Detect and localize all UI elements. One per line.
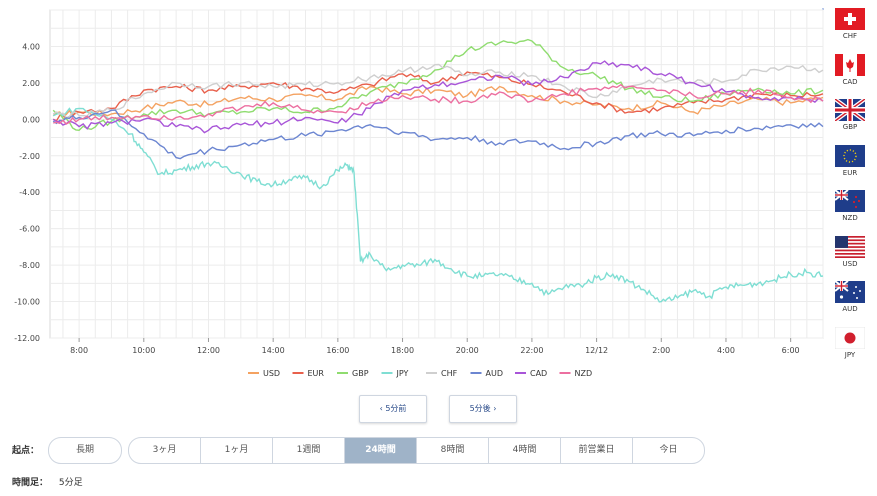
series-lines: [52, 38, 824, 303]
legend-label-chf: CHF: [441, 369, 458, 378]
range-option[interactable]: 4時間: [488, 438, 560, 463]
flag-label: NZD: [842, 214, 858, 222]
y-tick-label: 0.00: [22, 115, 40, 124]
flag-item-jpy[interactable]: JPY: [826, 326, 874, 359]
range-selector: 3ヶ月 1ヶ月 1週間 24時間 8時間 4時間 前営業日 今日: [128, 437, 705, 464]
x-tick-label: 12:00: [197, 346, 220, 355]
eu-flag-icon: [835, 144, 865, 167]
x-tick-label: 8:00: [70, 346, 88, 355]
series-line-jpy: [52, 107, 824, 303]
y-tick-label: -2.00: [19, 152, 40, 161]
legend-label-cad: CAD: [530, 369, 547, 378]
australia-flag-icon: [835, 281, 865, 303]
series-line-cad: [52, 60, 824, 134]
x-tick-label: 10:00: [132, 346, 155, 355]
series-line-aud: [52, 109, 824, 160]
interval-row: 時間足： 5分足: [12, 475, 83, 488]
interval-label: 時間足：: [12, 478, 49, 488]
y-tick-label: -4.00: [19, 188, 40, 197]
x-tick-label: 2:00: [652, 346, 670, 355]
x-tick-label: 12/12: [585, 346, 608, 355]
flag-label: USD: [842, 259, 858, 268]
flag-label: CAD: [842, 77, 858, 86]
legend-label-nzd: NZD: [575, 369, 593, 378]
flag-item-gbp[interactable]: GBP: [826, 99, 874, 131]
x-tick-label: 20:00: [456, 346, 479, 355]
x-tick-label: 6:00: [782, 346, 800, 355]
flag-item-chf[interactable]: CHF: [826, 8, 874, 40]
x-tick-label: 22:00: [520, 346, 543, 355]
range-option[interactable]: 今日: [632, 438, 704, 463]
x-tick-label: 16:00: [326, 346, 349, 355]
y-tick-label: 2.00: [22, 79, 40, 88]
y-tick-label: -12.00: [14, 334, 40, 343]
range-option[interactable]: 1ヶ月: [200, 438, 272, 463]
interval-value: 5分足: [58, 478, 83, 488]
switzerland-flag-icon: [835, 8, 865, 30]
range-option[interactable]: 1週間: [272, 438, 344, 463]
new-zealand-flag-icon: [835, 190, 865, 212]
y-tick-label: 4.00: [22, 42, 40, 51]
series-line-gbp: [52, 38, 824, 132]
y-axis: 4.00 2.00 0.00 -2.00 -4.00 -6.00 -8.00 -10.00 -1…: [14, 42, 40, 343]
series-line-nzd: [53, 83, 824, 125]
flag-item-nzd[interactable]: NZD: [826, 190, 874, 222]
chart-grid: [49, 8, 824, 339]
flag-label: EUR: [842, 168, 858, 177]
range-option[interactable]: 前営業日: [560, 438, 632, 463]
legend-label-jpy: JPY: [396, 369, 409, 378]
range-label: 起点：: [12, 446, 40, 456]
range-option[interactable]: 24時間: [344, 438, 416, 463]
x-tick-label: 18:00: [391, 346, 414, 355]
legend-label-aud: AUD: [486, 369, 504, 378]
range-long-button[interactable]: 長期: [48, 437, 122, 464]
flag-label: CHF: [842, 32, 858, 40]
uk-flag-icon: [835, 99, 865, 121]
x-axis: 8:00 10:00 12:00 14:00 16:00 18:00 20:00 22:00 1…: [70, 338, 800, 355]
legend-label-gbp: GBP: [352, 369, 369, 378]
series-line-eur: [52, 71, 824, 122]
x-tick-label: 14:00: [262, 346, 285, 355]
flag-item-cad[interactable]: CAD: [826, 53, 874, 86]
legend-label-usd: USD: [263, 369, 280, 378]
legend: USD EUR GBP JPY CHF AUD CAD NZD: [248, 369, 592, 378]
line-chart: 4.00 2.00 0.00 -2.00 -4.00 -6.00 -8.00 -10.00 -1…: [14, 8, 824, 378]
legend-label-eur: EUR: [308, 369, 325, 378]
japan-flag-icon: [835, 326, 865, 349]
flag-item-usd[interactable]: USD: [826, 235, 874, 268]
usa-flag-icon: [835, 235, 865, 258]
flag-item-aud[interactable]: AUD: [826, 281, 874, 313]
y-tick-label: -10.00: [14, 298, 40, 307]
y-tick-label: -6.00: [19, 225, 40, 234]
y-tick-label: -8.00: [19, 261, 40, 270]
range-option[interactable]: 8時間: [416, 438, 488, 463]
flag-item-eur[interactable]: EUR: [826, 144, 874, 177]
prev-5min-button[interactable]: ‹ 5分前: [359, 395, 427, 423]
x-tick-label: 4:00: [717, 346, 735, 355]
next-5min-button[interactable]: 5分後 ›: [449, 395, 517, 423]
flag-label: JPY: [844, 350, 856, 359]
series-line-usd: [52, 85, 824, 119]
canada-flag-icon: [835, 53, 865, 76]
flag-label: AUD: [842, 305, 858, 313]
range-option[interactable]: 3ヶ月: [152, 445, 177, 455]
flag-label: GBP: [842, 123, 858, 131]
